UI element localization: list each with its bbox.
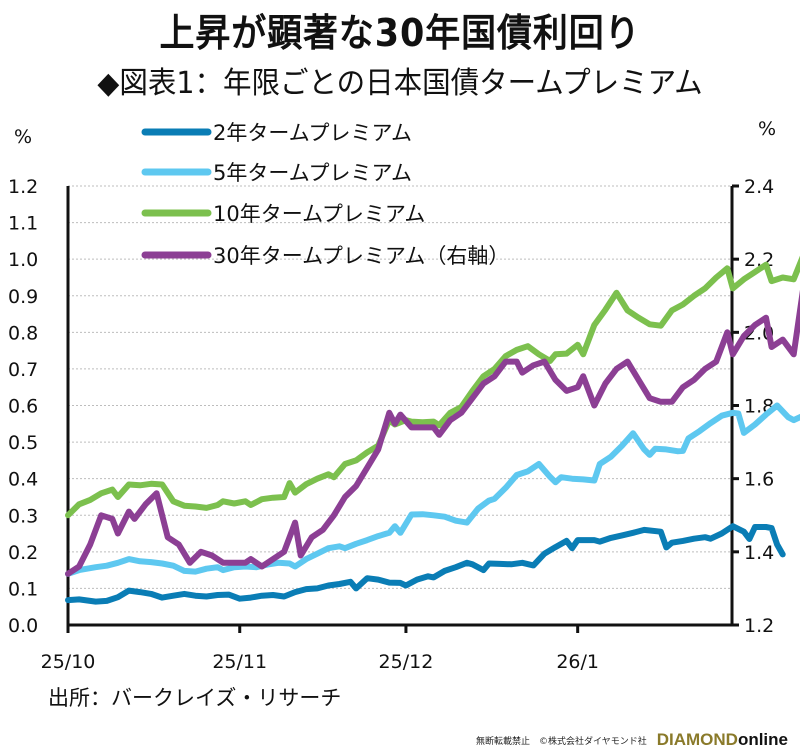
left-tick-label: 0.9 (8, 286, 38, 308)
legend: 2年タームプレミアム 5年タームプレミアム 10年タームプレミアム 30年タームプレミ… (141, 121, 509, 268)
x-tick-label: 25/11 (212, 651, 267, 673)
source-note: 出所：バークレイズ・リサーチ (48, 686, 342, 710)
x-tick-label: 25/12 (379, 651, 434, 673)
series-line-1 (65, 523, 786, 605)
legend-label-3: 10年タームプレミアム (213, 202, 425, 226)
left-tick-label: 0.6 (8, 396, 38, 418)
gridlines (68, 185, 732, 589)
x-tick-label: 25/10 (41, 651, 96, 673)
left-tick-label: 1.0 (8, 249, 38, 271)
tick-labels: 0.0 0.1 0.2 0.3 0.4 0.5 0.6 0.7 0.8 0.9 1.0 1.1 1.2 1… (8, 176, 774, 673)
series-lines (65, 255, 800, 605)
left-tick-label: 1.2 (8, 176, 38, 198)
brand-part1: DIAMOND (656, 730, 738, 749)
series-line-2 (65, 402, 800, 577)
axes (66, 184, 739, 633)
left-tick-label: 0.8 (8, 322, 38, 344)
right-tick-label: 2.4 (744, 176, 774, 198)
footer: 無断転載禁止 ©株式会社ダイヤモンド社 DIAMONDonline (476, 730, 788, 750)
left-tick-label: 1.1 (8, 213, 38, 235)
legend-label-1: 2年タームプレミアム (213, 121, 412, 145)
chart-subtitle: ◆図表1：年限ごとの日本国債タームプレミアム (97, 66, 703, 101)
brand-logo: DIAMONDonline (657, 730, 788, 750)
left-tick-label: 0.0 (8, 615, 38, 637)
x-tick-label: 26/1 (556, 651, 599, 673)
series-line-4 (65, 289, 800, 577)
copyright-notice: 無断転載禁止 ©株式会社ダイヤモンド社 (475, 736, 647, 747)
right-axis-unit: % (758, 118, 776, 140)
left-tick-label: 0.4 (8, 469, 38, 491)
series-line-3 (65, 255, 800, 519)
right-tick-label: 1.4 (744, 542, 774, 564)
left-tick-label: 0.2 (8, 542, 38, 564)
left-tick-label: 0.1 (8, 578, 38, 600)
left-tick-label: 0.7 (8, 359, 38, 381)
left-tick-label: 0.3 (8, 505, 38, 527)
legend-label-2: 5年タームプレミアム (213, 161, 412, 185)
brand-part2: online (737, 730, 788, 749)
legend-label-4: 30年タームプレミアム（右軸） (213, 244, 509, 268)
right-tick-label: 1.6 (744, 469, 774, 491)
right-tick-label: 1.2 (744, 615, 774, 637)
chart-headline: 上昇が顕著な30年国債利回り (159, 11, 641, 55)
left-tick-label: 0.5 (8, 432, 38, 454)
left-axis-unit: % (14, 126, 32, 148)
